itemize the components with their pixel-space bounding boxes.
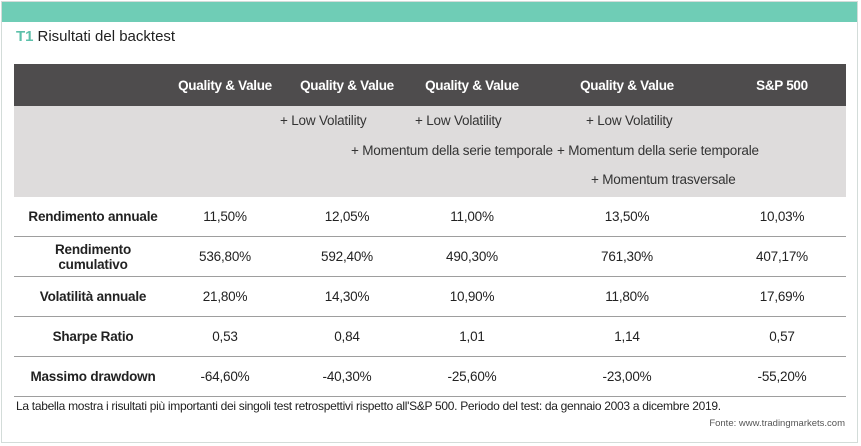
subtitle-momentum-trasversale: + Momentum trasversale — [591, 172, 736, 187]
table-cell: 11,80% — [536, 276, 718, 317]
row-label: Volatilità annuale — [14, 276, 164, 317]
table-row: Volatilità annuale 21,80% 14,30% 10,90% … — [14, 276, 846, 317]
table-cell: 0,53 — [164, 316, 286, 357]
table-cell: 10,03% — [718, 197, 846, 237]
row-label: Sharpe Ratio — [14, 316, 164, 357]
table-row: Rendimento cumulativo 536,80% 592,40% 49… — [14, 236, 846, 277]
table-cell: 11,50% — [164, 197, 286, 237]
col-header: Quality & Value — [536, 64, 718, 106]
table-cell: -64,60% — [164, 356, 286, 397]
col-header: S&P 500 — [718, 64, 846, 106]
table-row: Massimo drawdown -64,60% -40,30% -25,60%… — [14, 356, 846, 397]
table-cell: 1,14 — [536, 316, 718, 357]
table-cell: 11,00% — [408, 197, 536, 237]
source-credit: Fonte: www.tradingmarkets.com — [709, 418, 845, 429]
table-cell: 490,30% — [408, 236, 536, 277]
table-cell: -23,00% — [536, 356, 718, 397]
table-cell: 761,30% — [536, 236, 718, 277]
col-header: Quality & Value — [408, 64, 536, 106]
subheader-block: + Low Volatility + Low Volatility + Low … — [14, 106, 846, 197]
subtitle-momentum-serie: + Momentum della serie temporale — [557, 143, 759, 158]
subtitle-momentum-serie: + Momentum della serie temporale — [351, 143, 553, 158]
table-cell: 592,40% — [286, 236, 408, 277]
table-note: La tabella mostra i risultati più import… — [16, 399, 721, 413]
table-row: Sharpe Ratio 0,53 0,84 1,01 1,14 0,57 — [14, 316, 846, 357]
table-cell: -55,20% — [718, 356, 846, 397]
accent-bar — [2, 2, 857, 22]
table-cell: 0,57 — [718, 316, 846, 357]
row-label: Massimo drawdown — [14, 356, 164, 397]
table-cell: 12,05% — [286, 197, 408, 237]
table-cell: 0,84 — [286, 316, 408, 357]
col-header: Quality & Value — [286, 64, 408, 106]
table-cell: 10,90% — [408, 276, 536, 317]
table-cell: 14,30% — [286, 276, 408, 317]
backtest-table: Quality & Value Quality & Value Quality … — [14, 64, 846, 397]
table-title-text: Risultati del backtest — [37, 28, 176, 45]
subheader-row: + Low Volatility + Low Volatility + Low … — [14, 106, 846, 197]
table-cell: 536,80% — [164, 236, 286, 277]
header-empty — [14, 64, 164, 106]
row-label: Rendimento annuale — [14, 197, 164, 237]
table-cell: 13,50% — [536, 197, 718, 237]
subtitle-low-volatility: + Low Volatility — [280, 113, 367, 128]
table-cell: 407,17% — [718, 236, 846, 277]
table-cell: 17,69% — [718, 276, 846, 317]
header-row: Quality & Value Quality & Value Quality … — [14, 64, 846, 106]
table-row: Rendimento annuale 11,50% 12,05% 11,00% … — [14, 197, 846, 237]
table-cell: -40,30% — [286, 356, 408, 397]
subtitle-low-volatility: + Low Volatility — [586, 113, 673, 128]
subtitle-low-volatility: + Low Volatility — [415, 113, 502, 128]
table-cell: -25,60% — [408, 356, 536, 397]
table-cell: 1,01 — [408, 316, 536, 357]
table-code: T1 — [16, 28, 34, 45]
table-cell: 21,80% — [164, 276, 286, 317]
col-header: Quality & Value — [164, 64, 286, 106]
table-title: T1 Risultati del backtest — [16, 28, 175, 45]
row-label: Rendimento cumulativo — [14, 236, 164, 277]
